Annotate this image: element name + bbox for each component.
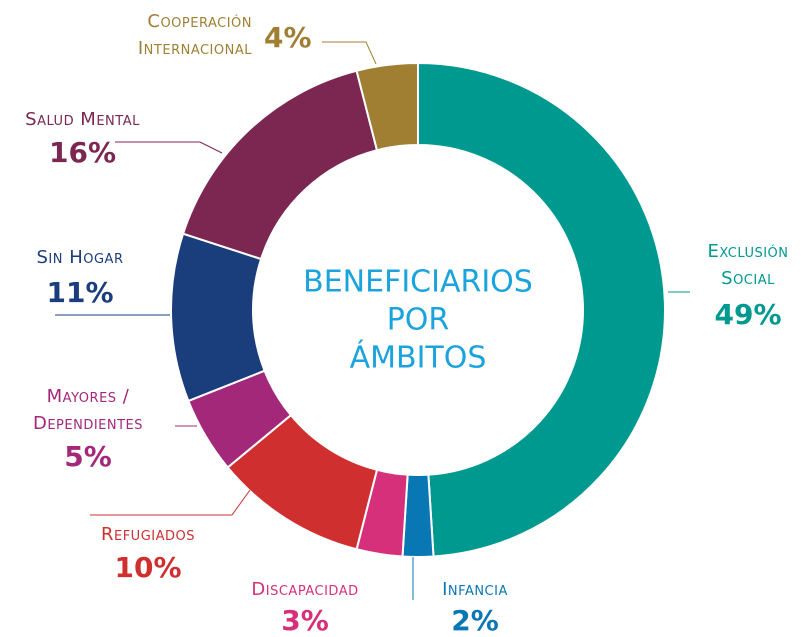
leader-line — [90, 489, 251, 516]
category-label: Cooperación Internacional — [137, 11, 252, 59]
center-label: POR — [387, 303, 450, 338]
value-label: 3% — [281, 604, 329, 637]
category-label: Exclusión Social — [707, 241, 789, 289]
category-label: Infancia — [442, 579, 508, 600]
value-label: 4% — [264, 21, 312, 54]
donut-segment — [417, 61, 667, 558]
donut-segment — [181, 69, 379, 261]
leader-line — [115, 141, 223, 154]
donut-segment — [355, 61, 419, 152]
value-label: 11% — [46, 276, 114, 309]
center-label: ÁMBITOS — [350, 340, 487, 376]
value-label: 16% — [48, 136, 117, 169]
value-label: 49% — [714, 298, 782, 331]
value-label: 5% — [64, 440, 112, 473]
value-label: 10% — [114, 551, 182, 584]
category-label: Salud Mental — [25, 109, 140, 130]
category-label: Sin Hogar — [36, 247, 124, 268]
donut-segment — [170, 232, 266, 403]
category-label: Mayores / Dependientes — [32, 386, 144, 434]
center-label: BENEFICIARIOS — [303, 265, 533, 300]
category-label: Discapacidad — [251, 579, 359, 600]
value-label: 2% — [451, 604, 499, 637]
category-label: Refugiados — [100, 524, 195, 545]
leader-line — [322, 41, 377, 65]
